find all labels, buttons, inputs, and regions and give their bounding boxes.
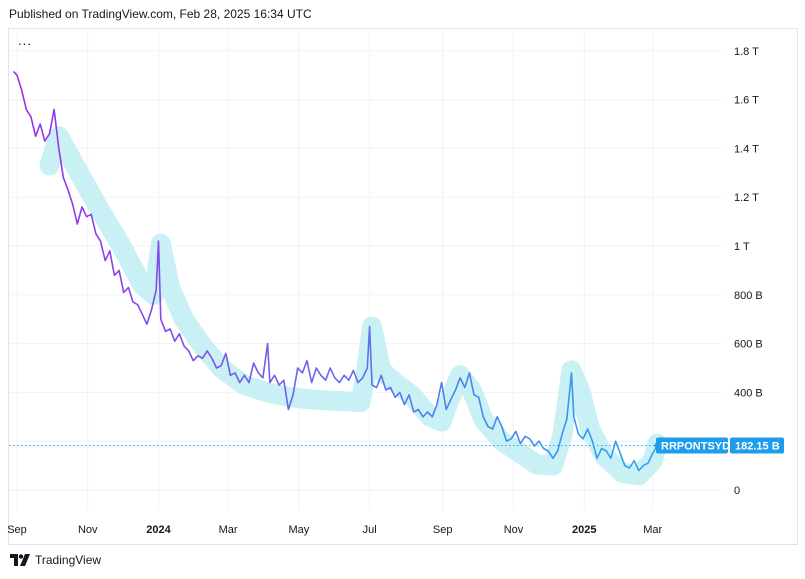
x-tick-label: 2024 xyxy=(146,524,171,536)
x-tick-label: Sep xyxy=(7,524,27,536)
y-tick-label: 1.6 T xyxy=(734,95,759,107)
symbol-label-bg xyxy=(656,437,728,454)
y-tick-label: 800 B xyxy=(734,290,763,302)
y-tick-label: 1.4 T xyxy=(734,143,759,155)
x-tick-label: Mar xyxy=(219,524,238,536)
x-tick-label: Sep xyxy=(433,524,453,536)
footer-brand[interactable]: TradingView xyxy=(35,553,102,567)
last-value-label: 182.15 B xyxy=(735,441,780,453)
x-tick-label: Jul xyxy=(363,524,377,536)
more-options-icon[interactable]: ... xyxy=(18,33,32,48)
y-tick-label: 0 xyxy=(734,485,740,497)
x-axis: Sep Nov 2024 Mar May Jul Sep Nov 2025 Mar xyxy=(7,524,662,536)
symbol-label: RRPONTSYD xyxy=(661,441,730,453)
chart-frame xyxy=(8,28,798,545)
y-tick-label: 1.8 T xyxy=(734,46,759,58)
y-tick-label: 1 T xyxy=(734,241,750,253)
x-tick-label: Mar xyxy=(643,524,662,536)
y-tick-label: 600 B xyxy=(734,339,763,351)
price-labels: RRPONTSYD 182.15 B xyxy=(656,437,784,454)
series-line xyxy=(12,70,658,472)
y-tick-label: 400 B xyxy=(734,387,763,399)
x-tick-label: Nov xyxy=(504,524,524,536)
envelope-band xyxy=(39,126,668,486)
tradingview-logo-icon[interactable] xyxy=(10,554,30,566)
footer: TradingView xyxy=(10,553,101,567)
y-tick-label: 1.2 T xyxy=(734,192,759,204)
published-caption: Published on TradingView.com, Feb 28, 20… xyxy=(9,7,312,21)
last-value-label-bg xyxy=(730,437,784,454)
grid-lines xyxy=(9,29,722,510)
x-tick-label: Nov xyxy=(78,524,98,536)
x-tick-label: 2025 xyxy=(572,524,596,536)
x-tick-label: May xyxy=(288,524,309,536)
